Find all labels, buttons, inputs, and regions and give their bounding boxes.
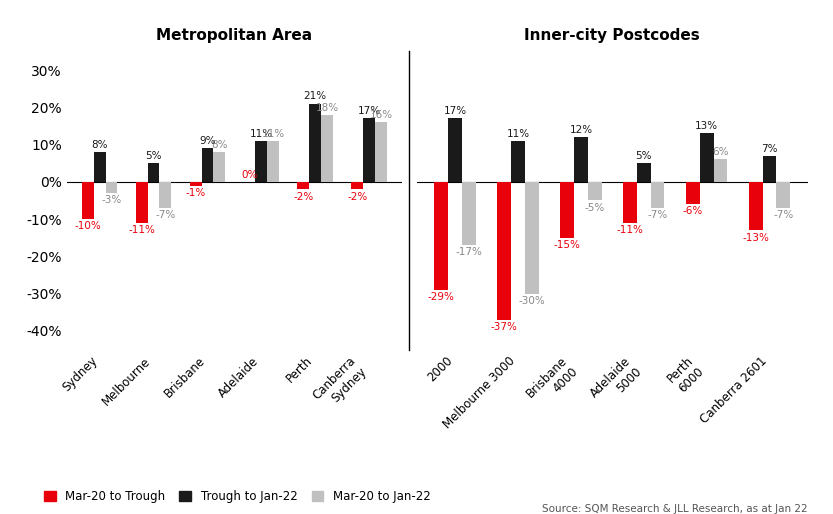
Bar — [700, 133, 714, 182]
Text: 8%: 8% — [92, 140, 108, 150]
Bar — [525, 182, 539, 293]
Text: 21%: 21% — [304, 91, 327, 101]
Text: -3%: -3% — [102, 195, 122, 205]
Bar — [435, 182, 448, 290]
Text: 13%: 13% — [695, 121, 718, 131]
Bar — [375, 122, 387, 182]
Text: 6%: 6% — [712, 147, 729, 157]
Text: Source: SQM Research & JLL Research, as at Jan 22: Source: SQM Research & JLL Research, as … — [542, 504, 808, 514]
Text: -7%: -7% — [647, 210, 668, 220]
Text: -7%: -7% — [773, 210, 793, 220]
Bar — [574, 137, 588, 182]
Bar — [686, 182, 700, 204]
Text: -5%: -5% — [585, 203, 605, 213]
Bar — [776, 182, 791, 208]
Bar — [363, 118, 375, 182]
Bar — [256, 141, 267, 182]
Bar — [213, 152, 225, 182]
Bar — [159, 182, 172, 208]
Text: -10%: -10% — [74, 222, 101, 231]
Title: Metropolitan Area: Metropolitan Area — [157, 28, 312, 43]
Bar — [106, 182, 117, 193]
Text: 5%: 5% — [145, 151, 162, 161]
Text: 17%: 17% — [444, 106, 466, 116]
Bar — [651, 182, 665, 208]
Bar — [136, 182, 147, 223]
Text: 12%: 12% — [569, 125, 592, 135]
Bar — [297, 182, 309, 189]
Text: 18%: 18% — [316, 102, 338, 113]
Text: -37%: -37% — [491, 322, 517, 332]
Bar — [623, 182, 637, 223]
Bar — [352, 182, 363, 189]
Text: 7%: 7% — [761, 143, 778, 154]
Text: -7%: -7% — [155, 210, 176, 220]
Title: Inner-city Postcodes: Inner-city Postcodes — [525, 28, 701, 43]
Text: -13%: -13% — [742, 232, 769, 243]
Bar — [560, 182, 574, 237]
Text: 11%: 11% — [262, 128, 285, 139]
Bar — [448, 118, 462, 182]
Text: -30%: -30% — [518, 296, 546, 306]
Text: 9%: 9% — [199, 136, 216, 146]
Bar — [749, 182, 762, 230]
Bar — [321, 115, 333, 182]
Text: -1%: -1% — [186, 188, 206, 198]
Bar — [309, 103, 321, 182]
Text: -17%: -17% — [456, 247, 482, 258]
Bar — [147, 163, 159, 182]
Bar — [511, 141, 525, 182]
Text: -11%: -11% — [128, 225, 155, 235]
Text: 0%: 0% — [242, 170, 257, 179]
Bar — [714, 159, 727, 182]
Text: -2%: -2% — [347, 192, 367, 201]
Text: 8%: 8% — [211, 140, 227, 150]
Text: -29%: -29% — [428, 292, 455, 302]
Bar — [94, 152, 106, 182]
Bar — [82, 182, 94, 219]
Bar — [497, 182, 511, 320]
Bar — [462, 182, 476, 245]
Legend: Mar-20 to Trough, Trough to Jan-22, Mar-20 to Jan-22: Mar-20 to Trough, Trough to Jan-22, Mar-… — [39, 486, 436, 508]
Text: 16%: 16% — [369, 110, 392, 120]
Bar — [202, 148, 213, 182]
Text: 11%: 11% — [250, 128, 273, 139]
Text: 5%: 5% — [636, 151, 652, 161]
Bar — [637, 163, 651, 182]
Text: 17%: 17% — [357, 106, 381, 116]
Text: 11%: 11% — [506, 128, 530, 139]
Text: -6%: -6% — [683, 207, 703, 216]
Text: -2%: -2% — [293, 192, 313, 201]
Text: -15%: -15% — [554, 240, 581, 250]
Text: -11%: -11% — [616, 225, 643, 235]
Bar — [588, 182, 601, 200]
Bar — [762, 156, 776, 182]
Bar — [190, 182, 202, 186]
Bar — [267, 141, 279, 182]
